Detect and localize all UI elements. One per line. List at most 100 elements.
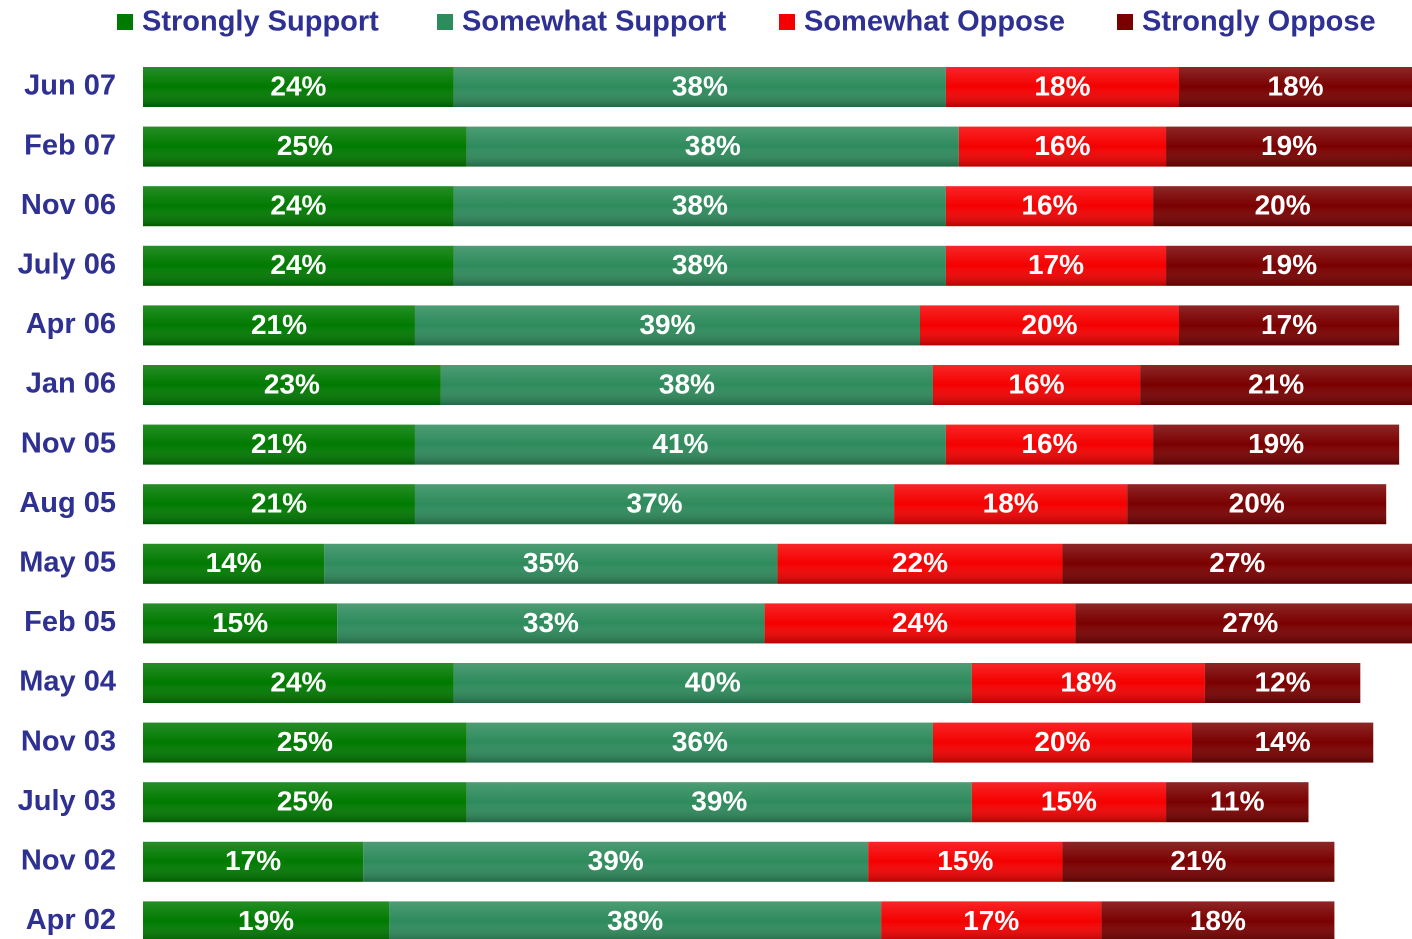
- bar-shade: [324, 543, 778, 584]
- value-label: 27%: [1209, 547, 1265, 578]
- bar-shade: [958, 126, 1167, 167]
- legend-swatch: [117, 14, 133, 30]
- bar-shade: [143, 305, 415, 346]
- bar-shade: [1166, 126, 1412, 167]
- value-label: 38%: [672, 249, 728, 280]
- bar-shade: [1062, 543, 1412, 584]
- value-label: 24%: [270, 249, 326, 280]
- category-label: May 04: [19, 666, 116, 698]
- value-label: 36%: [672, 726, 728, 757]
- bar-shade: [945, 424, 1154, 465]
- bar-shade: [143, 663, 454, 703]
- category-label: Nov 02: [21, 844, 116, 876]
- value-label: 21%: [251, 309, 307, 340]
- bar-shade: [777, 543, 1063, 584]
- value-label: 38%: [659, 368, 715, 399]
- value-label: 35%: [523, 547, 579, 578]
- bar-shade: [453, 186, 946, 227]
- bar-shade: [971, 782, 1167, 823]
- bar-shade: [143, 901, 390, 939]
- bar-shade: [1204, 663, 1361, 703]
- bar-shade: [1062, 841, 1335, 882]
- bar-shade: [337, 603, 765, 644]
- bar-shade: [453, 663, 972, 703]
- category-label: Apr 06: [26, 308, 116, 340]
- value-label: 38%: [672, 190, 728, 221]
- category-label: July 06: [18, 248, 116, 280]
- bar-shade: [932, 365, 1141, 405]
- value-label: 38%: [685, 130, 741, 161]
- bar-shade: [143, 722, 467, 763]
- value-label: 39%: [588, 845, 644, 876]
- value-label: 17%: [225, 845, 281, 876]
- value-label: 24%: [270, 666, 326, 697]
- bar-shade: [1127, 484, 1387, 525]
- bar-shade: [868, 841, 1063, 882]
- legend-label: Strongly Support: [142, 6, 379, 38]
- value-label: 24%: [270, 70, 326, 101]
- value-label: 25%: [277, 726, 333, 757]
- bar-shade: [466, 126, 959, 167]
- value-label: 20%: [1255, 190, 1311, 221]
- value-label: 22%: [892, 547, 948, 578]
- bar-shade: [143, 782, 467, 823]
- category-label: July 03: [18, 785, 116, 817]
- category-label: Nov 06: [21, 189, 116, 221]
- value-label: 16%: [1021, 190, 1077, 221]
- bar-shade: [971, 663, 1205, 703]
- value-label: 17%: [1261, 309, 1317, 340]
- value-label: 18%: [983, 488, 1039, 519]
- category-label: Aug 05: [19, 487, 116, 519]
- bar-shade: [1153, 186, 1412, 227]
- value-label: 15%: [937, 845, 993, 876]
- legend-swatch: [779, 14, 795, 30]
- value-label: 14%: [206, 547, 262, 578]
- bar-shade: [1101, 901, 1335, 939]
- category-label: Apr 02: [26, 904, 116, 936]
- value-label: 27%: [1222, 607, 1278, 638]
- bar-shade: [945, 186, 1154, 227]
- category-label: Jun 07: [24, 70, 116, 102]
- bar-shade: [894, 484, 1128, 525]
- bar-shade: [143, 126, 467, 167]
- value-label: 20%: [1034, 726, 1090, 757]
- value-label: 37%: [627, 488, 683, 519]
- bar-shade: [414, 484, 895, 525]
- value-label: 24%: [270, 190, 326, 221]
- bar-shade: [440, 365, 933, 405]
- value-label: 19%: [1248, 428, 1304, 459]
- value-label: 16%: [1009, 368, 1065, 399]
- bar-shade: [453, 67, 946, 107]
- bar-shade: [143, 603, 338, 644]
- value-label: 19%: [1261, 130, 1317, 161]
- value-label: 15%: [1041, 786, 1097, 817]
- value-label: 11%: [1210, 786, 1265, 817]
- value-label: 16%: [1021, 428, 1077, 459]
- value-label: 12%: [1255, 666, 1311, 697]
- value-label: 19%: [1261, 249, 1317, 280]
- legend-label: Somewhat Support: [462, 6, 727, 38]
- bar-shade: [881, 901, 1102, 939]
- bar-shade: [143, 245, 454, 286]
- value-label: 41%: [652, 428, 708, 459]
- value-label: 21%: [251, 488, 307, 519]
- value-label: 17%: [1028, 249, 1084, 280]
- category-label: May 05: [19, 546, 116, 578]
- bar-shade: [466, 782, 972, 823]
- value-label: 16%: [1034, 130, 1090, 161]
- value-label: 39%: [639, 309, 695, 340]
- bar-shade: [1140, 365, 1412, 405]
- bar-shade: [1075, 603, 1412, 644]
- value-label: 33%: [523, 607, 579, 638]
- category-label: Nov 03: [21, 725, 116, 757]
- bar-shade: [932, 722, 1192, 763]
- value-label: 15%: [212, 607, 268, 638]
- bar-shade: [920, 305, 1179, 346]
- value-label: 18%: [1034, 70, 1090, 101]
- bar-shade: [143, 365, 441, 405]
- bar-shade: [764, 603, 1076, 644]
- bar-shade: [453, 245, 946, 286]
- value-label: 20%: [1229, 488, 1285, 519]
- value-label: 39%: [691, 786, 747, 817]
